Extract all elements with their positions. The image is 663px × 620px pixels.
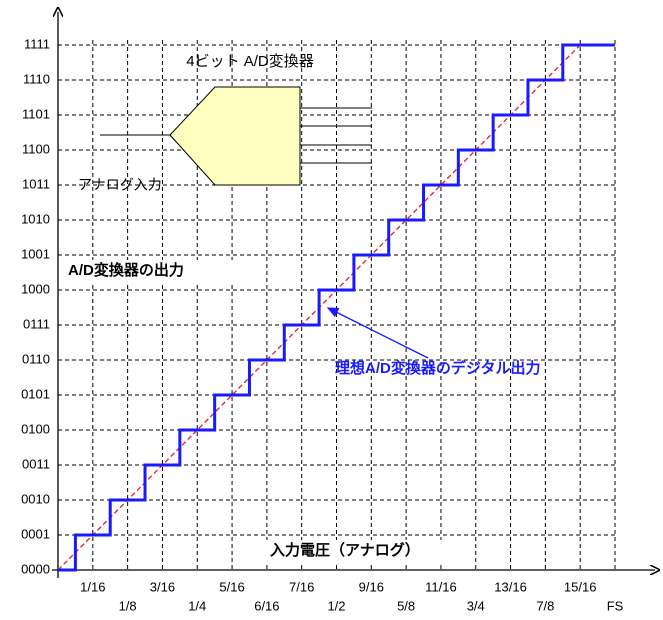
diagram-input: アナログ入力 <box>78 177 162 193</box>
x-tick-label: 1/4 <box>188 598 206 613</box>
x-tick-label: 3/4 <box>467 598 485 613</box>
grid <box>58 40 616 570</box>
annotation-arrow <box>326 307 429 359</box>
y-tick-label: 0100 <box>21 421 50 436</box>
y-tick-label: 0110 <box>22 351 50 366</box>
y-tick-label: 0001 <box>21 526 50 541</box>
y-tick-label: 1101 <box>22 106 50 121</box>
label-bg <box>245 540 470 562</box>
adc-diagram <box>100 86 372 186</box>
x-tick-label: 15/16 <box>564 579 597 594</box>
y-tick-label: 1111 <box>24 36 50 51</box>
x-tick-label: 5/16 <box>219 579 244 594</box>
y-tick-label: 0010 <box>21 491 50 506</box>
diagram-title: 4ビット A/D変換器 <box>186 53 314 70</box>
y-tick-label: 1100 <box>22 141 50 156</box>
x-tick-label: 7/8 <box>536 598 554 613</box>
x-tick-label: 3/16 <box>150 579 175 594</box>
x-tick-label: 1/8 <box>119 598 137 613</box>
x-tick-label: 5/8 <box>397 598 415 613</box>
y-tick-label: 1110 <box>23 71 50 86</box>
x-axis-label: 入力電圧（アナログ） <box>270 541 420 559</box>
y-tick-label: 1010 <box>21 211 50 226</box>
label-bg <box>66 260 238 282</box>
y-axis-label: A/D変換器の出力 <box>68 261 184 279</box>
x-tick-label: FS <box>607 598 624 613</box>
y-tick-label: 1000 <box>21 281 50 296</box>
series-line <box>58 43 615 572</box>
y-tick-label: 0011 <box>22 456 50 471</box>
x-tick-label: 1/2 <box>327 598 345 613</box>
y-tick-label: 1001 <box>21 246 50 261</box>
y-tick-label: 0101 <box>21 386 50 401</box>
annotation: 理想A/D変換器のデジタル出力 <box>335 359 541 377</box>
y-tick-label: 1011 <box>22 176 50 191</box>
y-tick-label: 0000 <box>21 561 50 576</box>
x-tick-label: 11/16 <box>425 579 457 594</box>
y-tick-label: 0111 <box>23 316 50 331</box>
x-tick-label: 1/16 <box>80 579 105 594</box>
x-tick-label: 9/16 <box>359 579 384 594</box>
x-tick-label: 6/16 <box>254 598 279 613</box>
x-tick-label: 7/16 <box>289 579 314 594</box>
x-tick-label: 13/16 <box>494 579 527 594</box>
